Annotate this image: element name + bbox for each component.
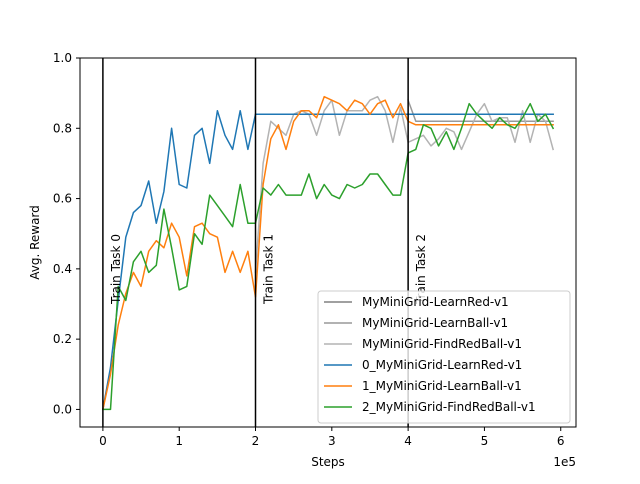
y-tick-label: 0.6 xyxy=(53,192,72,206)
y-axis: 0.0 0.2 0.4 0.6 0.8 1.0 xyxy=(53,51,80,416)
x-tick-label: 2 xyxy=(252,434,260,448)
x-tick-label: 4 xyxy=(404,434,412,448)
series-line-5 xyxy=(102,102,555,411)
series-line-4 xyxy=(102,95,554,411)
legend-label-0: MyMiniGrid-LearnRed-v1 xyxy=(362,295,509,309)
plot-frame xyxy=(79,57,577,428)
series-line-1 xyxy=(407,99,554,123)
legend-label-1: MyMiniGrid-LearnBall-v1 xyxy=(362,316,508,330)
y-axis-label: Avg. Reward xyxy=(28,205,42,280)
x-axis-label: Steps xyxy=(311,455,345,469)
x-tick-label: 6 xyxy=(557,434,565,448)
legend-label-5: 2_MyMiniGrid-FindRedBall-v1 xyxy=(362,400,536,414)
x-axis-multiplier: 1e5 xyxy=(553,455,576,469)
task-boundary-label-2: Train Task 2 xyxy=(414,234,428,305)
series-line-2 xyxy=(254,95,555,274)
x-tick-label: 1 xyxy=(175,434,183,448)
x-tick-label: 0 xyxy=(99,434,107,448)
y-tick-label: 0.2 xyxy=(53,332,72,346)
x-axis: 0 1 2 3 4 5 6 xyxy=(99,427,565,448)
y-tick-label: 0.4 xyxy=(53,262,72,276)
series-line-3 xyxy=(102,109,554,411)
y-tick-label: 1.0 xyxy=(53,51,72,65)
x-tick-label: 5 xyxy=(481,434,489,448)
legend-label-3: 0_MyMiniGrid-LearnRed-v1 xyxy=(362,358,522,372)
task-boundary-label-0: Train Task 0 xyxy=(109,234,123,305)
y-tick-label: 0.0 xyxy=(53,402,72,416)
legend-label-2: MyMiniGrid-FindRedBall-v1 xyxy=(362,337,522,351)
series-lines xyxy=(102,95,555,411)
legend-box xyxy=(317,290,571,424)
task-boundary-label-1: Train Task 1 xyxy=(262,234,276,305)
legend-label-4: 1_MyMiniGrid-LearnBall-v1 xyxy=(362,379,522,393)
legend: MyMiniGrid-LearnRed-v1 MyMiniGrid-LearnBa… xyxy=(317,290,571,424)
y-tick-label: 0.8 xyxy=(53,121,72,135)
x-tick-label: 3 xyxy=(328,434,336,448)
